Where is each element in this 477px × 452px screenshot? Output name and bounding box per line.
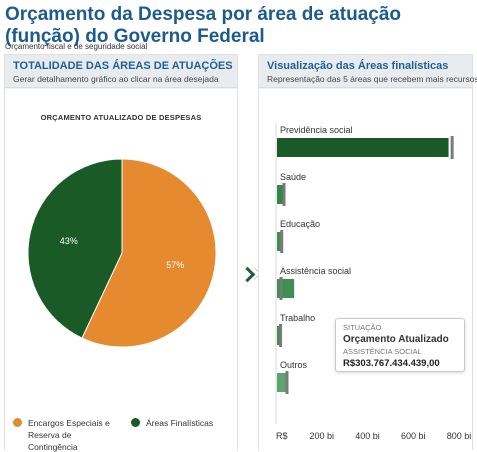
bar[interactable] [277,373,288,392]
legend-swatch-green [131,418,140,427]
left-panel-header: TOTALIDADE DAS ÁREAS DE ATUAÇÕES Gerar d… [5,55,237,88]
bar-category-label: Saúde [280,172,306,182]
legend-swatch-orange [13,418,22,427]
finalistic-areas-panel: Visualização das Áreas finalísticas Repr… [258,54,477,451]
bar-marker [280,230,284,253]
left-panel-description: Gerar detalhamento gráfico ao clicar na … [13,74,219,84]
right-panel-header: Visualização das Áreas finalísticas Repr… [259,55,477,88]
bar-category-label: Outros [280,360,308,370]
tooltip-value: R$303.767.434.439,00 [343,358,440,369]
areas-total-panel: TOTALIDADE DAS ÁREAS DE ATUAÇÕES Gerar d… [4,54,239,452]
right-panel-heading: Visualização das Áreas finalísticas [267,60,449,72]
pie-chart-title: ORÇAMENTO ATUALIZADO DE DESPESAS [40,113,202,122]
legend-label-finalisticas: Áreas Finalísticas [146,418,214,428]
x-tick-label: 600 bi [401,431,426,441]
pie-slice-label-1: 43% [60,236,78,246]
x-tick-label: 200 bi [309,431,334,441]
bar-chart-area: Previdência social Saúde Educação Assistênc… [259,89,472,451]
pie-chart[interactable]: 57% 43% [5,119,239,399]
bar[interactable] [277,232,283,251]
tooltip-label: SITUAÇÃO [343,323,382,332]
bar-marker [279,277,283,300]
bar[interactable] [277,138,449,157]
bar-marker [279,324,283,347]
right-panel-description: Representação das 5 áreas que recebem ma… [267,74,477,84]
page-title: Orçamento da Despesa por área de atuação… [5,4,401,47]
chart-tooltip: SITUAÇÃO Orçamento Atualizado ASSISTÊNCI… [335,318,465,372]
bar-chart: Previdência social Saúde Educação Assistênc… [275,123,472,441]
legend-item-finalisticas[interactable]: Áreas Finalísticas [131,417,241,429]
bar-marker [450,136,454,159]
legend-item-encargos[interactable]: Encargos Especiais e Reserva de Contingê… [13,417,123,452]
x-tick-label: 800 bi [447,431,472,441]
bar-category-label: Previdência social [280,125,353,135]
tooltip-category: ASSISTÊNCIA SOCIAL [343,347,422,356]
pie-slice-1[interactable] [27,158,123,339]
tooltip-title: Orçamento Atualizado [343,334,449,345]
legend-label-encargos: Encargos Especiais e Reserva de Contingê… [28,418,110,452]
bar-category-label: Educação [280,219,320,229]
pie-slice-0[interactable] [81,158,217,348]
bar-category-label: Assistência social [280,266,351,276]
bar[interactable] [277,185,284,204]
pie-slice-label-0: 57% [166,260,184,270]
bar-category-label: Trabalho [280,313,315,323]
page-subtitle: Orçamento fiscal e de seguridade social [5,42,148,51]
bar-marker [282,183,286,206]
bar-marker [285,371,289,394]
pie-chart-area: ORÇAMENTO ATUALIZADO DE DESPESAS 57% 43% … [5,89,239,452]
x-tick-label: 400 bi [355,431,380,441]
x-tick-label: R$ [276,431,288,441]
left-panel-heading: TOTALIDADE DAS ÁREAS DE ATUAÇÕES [13,60,233,72]
bar[interactable] [277,326,282,345]
